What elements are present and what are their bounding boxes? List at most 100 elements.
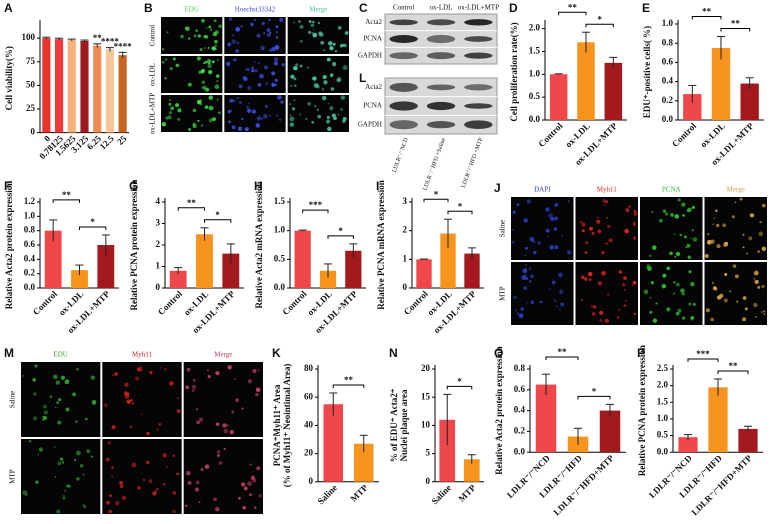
signal — [554, 216, 559, 221]
signal — [712, 223, 715, 226]
signal — [256, 466, 261, 471]
signal — [166, 31, 169, 34]
panel-letter: O — [494, 346, 503, 360]
signal — [184, 26, 188, 30]
signal — [736, 300, 739, 303]
significance: * — [90, 217, 95, 227]
signal — [146, 431, 150, 435]
y-tick-label: 0 — [426, 476, 431, 486]
signal — [722, 223, 727, 228]
bar — [71, 270, 88, 288]
signal — [164, 77, 167, 80]
signal — [662, 273, 667, 278]
bar — [44, 230, 62, 288]
x-tick-label: Control — [670, 120, 699, 149]
signal — [326, 57, 331, 62]
panel-letter: E — [642, 1, 650, 15]
signal — [197, 119, 200, 122]
signal — [169, 99, 171, 101]
signal — [601, 251, 605, 255]
signal — [754, 279, 759, 285]
signal — [237, 126, 243, 131]
significance: * — [338, 226, 343, 236]
signal — [279, 17, 284, 22]
signal — [710, 317, 714, 322]
signal — [56, 509, 61, 514]
signal — [136, 367, 141, 372]
micrograph — [511, 197, 574, 260]
signal — [588, 278, 592, 281]
column-label: LDLR⁻/⁻NCD — [392, 136, 410, 173]
signal — [60, 457, 64, 461]
band — [464, 36, 493, 42]
signal — [236, 41, 240, 45]
y-tick-label: 1 — [156, 261, 161, 271]
panel-letter: N — [389, 346, 398, 360]
signal — [687, 255, 692, 260]
signal — [247, 102, 250, 105]
signal — [233, 58, 237, 62]
y-tick-label: 0.0 — [514, 446, 526, 456]
signal — [195, 480, 200, 485]
column-label: Hoechst33342 — [235, 6, 276, 14]
signal — [240, 482, 246, 487]
signal — [706, 239, 712, 245]
signal — [516, 312, 520, 315]
signal — [111, 475, 114, 478]
signal — [247, 379, 253, 384]
significance-bracket — [327, 235, 354, 239]
signal — [241, 407, 244, 410]
y-axis-label: Cell viability(%) — [4, 46, 14, 110]
band — [389, 19, 418, 26]
signal — [43, 404, 47, 409]
panel-letter: K — [272, 346, 281, 360]
signal — [106, 500, 110, 505]
signal — [715, 223, 720, 228]
signal — [528, 280, 532, 283]
signal — [175, 63, 180, 68]
signal — [253, 19, 256, 22]
signal — [235, 49, 239, 53]
significance-bracket — [302, 209, 329, 214]
y-axis-label: (% of Myh11⁺ Neointimal Area) — [282, 364, 292, 488]
y-tick-label: 20 — [421, 363, 431, 373]
signal — [58, 398, 62, 402]
panel-letter: H — [254, 179, 263, 193]
signal — [28, 439, 32, 443]
signal — [677, 198, 681, 202]
signal — [129, 425, 133, 429]
signal — [753, 270, 759, 276]
signal — [229, 98, 234, 103]
micrograph — [102, 439, 182, 514]
signal — [211, 46, 216, 51]
y-tick-label: 0.5 — [529, 91, 541, 101]
signal — [729, 290, 732, 293]
column-label: Myh11 — [132, 351, 152, 359]
signal — [669, 251, 673, 256]
signal — [316, 108, 319, 111]
signal — [681, 316, 686, 320]
signal — [32, 377, 37, 382]
signal — [290, 84, 293, 87]
x-tick-label: LDLR⁻/⁻HFD+MTP — [689, 453, 754, 518]
band — [389, 120, 418, 130]
y-tick-label: 0.8 — [662, 37, 674, 47]
signal — [196, 56, 202, 61]
signal — [169, 381, 174, 386]
signal — [631, 284, 634, 287]
y-axis-label: Nuclei plaque area — [399, 389, 409, 461]
signal — [217, 454, 220, 457]
column-label: Control — [393, 4, 414, 12]
signal — [192, 389, 195, 392]
signal — [108, 509, 113, 514]
signal — [313, 83, 319, 88]
signal — [82, 504, 85, 507]
signal — [761, 284, 765, 289]
signal — [250, 22, 254, 27]
significance: ** — [558, 347, 568, 357]
signal — [734, 274, 739, 279]
y-tick-label: 0.8 — [24, 225, 36, 235]
signal — [137, 486, 141, 490]
signal — [131, 401, 135, 405]
signal — [559, 289, 564, 295]
